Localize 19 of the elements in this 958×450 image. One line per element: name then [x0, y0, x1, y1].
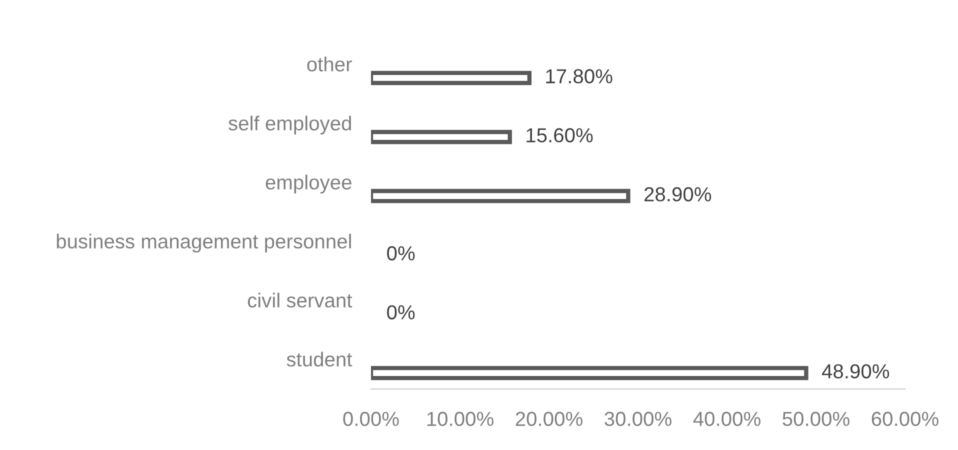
x-tick-label: 10.00%: [427, 412, 494, 426]
y-tick-label: business management personnel: [56, 234, 351, 253]
data-label: 28.90%: [644, 187, 712, 202]
x-tick-label: 30.00%: [604, 412, 672, 426]
x-tick-label: 50.00%: [782, 412, 850, 426]
x-tick-label: 40.00%: [693, 412, 760, 426]
x-tick-label: 0.00%: [343, 412, 399, 426]
data-label: 17.80%: [546, 69, 612, 84]
y-tick-label: other: [307, 56, 352, 72]
data-label: 15.60%: [526, 128, 593, 142]
data-label: 0%: [387, 305, 415, 320]
data-label: 48.90%: [822, 364, 890, 378]
data-label: 0%: [387, 246, 415, 260]
x-tick-label: 60.00%: [872, 412, 938, 426]
y-tick-label: employee: [266, 174, 352, 194]
y-tick-label: student: [286, 352, 352, 367]
y-tick-label: self employed: [228, 116, 351, 134]
x-tick-label: 20.00%: [516, 412, 582, 426]
y-tick-label: civil servant: [248, 292, 352, 308]
